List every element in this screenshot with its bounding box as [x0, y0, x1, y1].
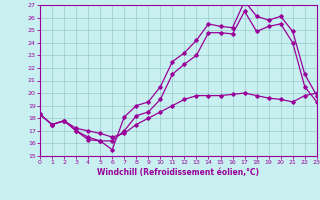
X-axis label: Windchill (Refroidissement éolien,°C): Windchill (Refroidissement éolien,°C) [97, 168, 260, 177]
